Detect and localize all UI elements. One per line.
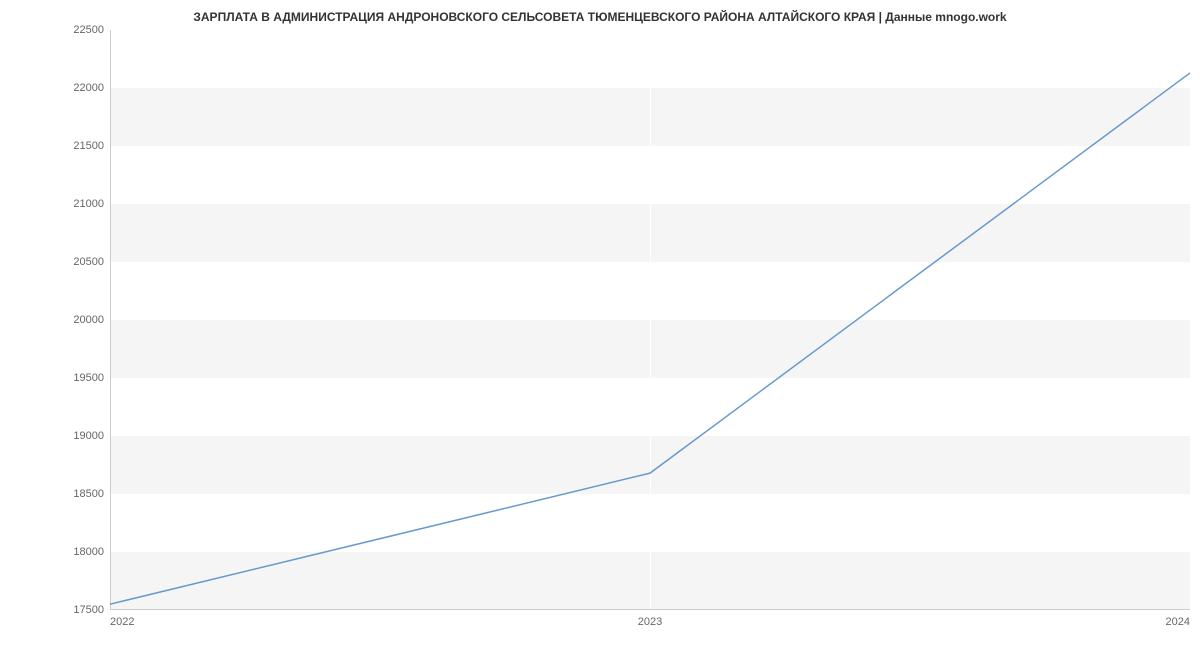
- line-layer: [110, 30, 1190, 610]
- chart-title: ЗАРПЛАТА В АДМИНИСТРАЦИЯ АНДРОНОВСКОГО С…: [0, 10, 1200, 24]
- x-tick-label: 2024: [1166, 616, 1190, 628]
- y-tick-label: 19500: [73, 372, 104, 384]
- y-tick-label: 18500: [73, 488, 104, 500]
- y-tick-label: 19000: [73, 430, 104, 442]
- y-tick-label: 17500: [73, 604, 104, 616]
- y-tick-label: 22500: [73, 24, 104, 36]
- plot-area: 1750018000185001900019500200002050021000…: [110, 30, 1190, 610]
- y-tick-label: 21500: [73, 140, 104, 152]
- y-tick-label: 22000: [73, 82, 104, 94]
- x-tick-label: 2022: [110, 616, 134, 628]
- y-tick-label: 18000: [73, 546, 104, 558]
- y-tick-label: 20000: [73, 314, 104, 326]
- y-tick-label: 20500: [73, 256, 104, 268]
- y-tick-label: 21000: [73, 198, 104, 210]
- x-tick-label: 2023: [638, 616, 662, 628]
- series-line: [110, 73, 1190, 604]
